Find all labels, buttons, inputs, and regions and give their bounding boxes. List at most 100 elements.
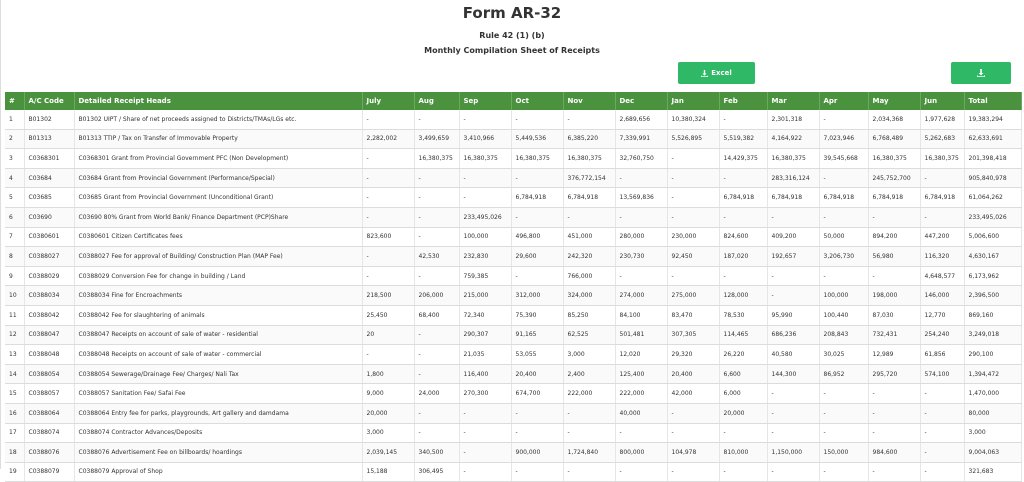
table-cell: 7 [5, 227, 25, 248]
table-row: 2 B01313 B01313 TTIP / Tax on Transfer of … [5, 129, 1022, 150]
table-cell: 984,600 [868, 442, 921, 463]
table-cell: - [615, 168, 668, 189]
table-cell: - [615, 207, 668, 228]
table-cell: - [511, 207, 564, 228]
table-cell: 62,525 [563, 325, 616, 346]
table-cell: 290,307 [459, 325, 512, 346]
table-cell: 80,000 [964, 403, 1022, 424]
table-cell: 2,689,656 [615, 110, 668, 130]
table-cell: 501,481 [615, 325, 668, 346]
table-cell: B01313 TTIP / Tax on Transfer of Immovab… [74, 129, 363, 150]
table-cell: - [563, 462, 616, 482]
table-cell: 12,020 [615, 344, 668, 365]
table-cell: - [459, 168, 512, 189]
table-cell: - [414, 187, 460, 208]
table-cell: 30,025 [819, 344, 869, 365]
table-cell: - [819, 207, 869, 228]
table-cell: 12 [5, 325, 25, 346]
table-cell: C0388048 Receipts on account of sale of … [74, 344, 363, 365]
table-cell: 823,600 [362, 227, 415, 248]
table-cell: 2,039,145 [362, 442, 415, 463]
table-cell: 20,400 [511, 364, 564, 385]
table-cell: 451,000 [563, 227, 616, 248]
table-cell: 16,380,375 [414, 148, 460, 169]
page-title: Form AR-32 [462, 4, 562, 22]
table-cell: - [414, 403, 460, 424]
table-cell: - [868, 266, 921, 287]
table-cell: 312,000 [511, 285, 564, 306]
table-cell: 53,055 [511, 344, 564, 365]
table-cell: - [767, 403, 820, 424]
table-cell: 78,530 [719, 305, 768, 326]
table-cell: 1,977,628 [920, 110, 965, 130]
table-cell: 20,000 [719, 403, 768, 424]
table-cell: - [459, 403, 512, 424]
table-cell: 42,000 [667, 383, 720, 404]
table-cell: - [868, 383, 921, 404]
table-cell: C0388042 [24, 305, 75, 326]
table-cell: - [414, 325, 460, 346]
table-cell: - [362, 168, 415, 189]
table-cell: C0388047 Receipts on account of sale of … [74, 325, 363, 346]
table-cell: - [667, 266, 720, 287]
table-cell: 62,633,691 [964, 129, 1022, 150]
table-cell: 230,000 [667, 227, 720, 248]
table-cell: - [719, 266, 768, 287]
table-cell: 17 [5, 423, 25, 444]
table-cell: - [819, 462, 869, 482]
table-cell: C03685 [24, 187, 75, 208]
table-cell: 6,784,918 [868, 187, 921, 208]
export-excel-button[interactable]: Excel [678, 62, 755, 84]
table-cell: - [362, 148, 415, 169]
table-cell: - [414, 423, 460, 444]
table-cell: 6,784,918 [819, 187, 869, 208]
table-cell: 15,188 [362, 462, 415, 482]
table-cell: 2,301,318 [767, 110, 820, 130]
table-cell: 230,730 [615, 246, 668, 267]
table-cell: 3,410,966 [459, 129, 512, 150]
table-cell: 116,400 [459, 364, 512, 385]
table-cell: 409,200 [767, 227, 820, 248]
table-cell: 274,000 [615, 285, 668, 306]
table-cell: 16 [5, 403, 25, 424]
table-cell: 283,316,124 [767, 168, 820, 189]
table-cell: - [459, 187, 512, 208]
table-cell: 16,380,375 [511, 148, 564, 169]
table-cell: 447,200 [920, 227, 965, 248]
column-header: Oct [511, 92, 564, 110]
table-cell: 9,004,063 [964, 442, 1022, 463]
table-cell: 2 [5, 129, 25, 150]
download-button[interactable] [951, 62, 1011, 84]
table-cell: 6,600 [719, 364, 768, 385]
table-cell: 61,856 [920, 344, 965, 365]
table-cell: 732,431 [868, 325, 921, 346]
table-cell: 16,380,375 [459, 148, 512, 169]
table-cell: 218,500 [362, 285, 415, 306]
table-cell: 2,034,368 [868, 110, 921, 130]
table-row: 11 C0388042 C0388042 Fee for slaughtering … [5, 305, 1022, 326]
table-cell: 128,000 [719, 285, 768, 306]
table-cell: 824,600 [719, 227, 768, 248]
table-cell: 2,396,500 [964, 285, 1022, 306]
table-cell: 14,429,375 [719, 148, 768, 169]
table-cell: 24,000 [414, 383, 460, 404]
table-cell: 321,683 [964, 462, 1022, 482]
table-cell: 3,499,659 [414, 129, 460, 150]
table-cell: C0388034 [24, 285, 75, 306]
table-cell: - [362, 110, 415, 130]
table-cell: 14 [5, 364, 25, 385]
table-cell: C0388054 Sewerage/Drainage Fee/ Charges/… [74, 364, 363, 385]
table-cell: - [819, 110, 869, 130]
table-cell: 9,000 [362, 383, 415, 404]
table-row: 16 C0388064 C0388064 Entry fee for parks, … [5, 403, 1022, 424]
table-cell: - [459, 442, 512, 463]
table-cell: 1,724,840 [563, 442, 616, 463]
table-cell: - [414, 168, 460, 189]
receipts-table: # A/C Code Detailed Receipt Heads July Aug Se… [5, 92, 1022, 482]
column-header: Apr [819, 92, 869, 110]
table-cell: - [563, 110, 616, 130]
table-cell: C03684 [24, 168, 75, 189]
table-row: 19 C0388079 C0388079 Approval of Shop 15,18… [5, 462, 1022, 482]
table-cell: - [920, 403, 965, 424]
table-cell: 125,400 [615, 364, 668, 385]
